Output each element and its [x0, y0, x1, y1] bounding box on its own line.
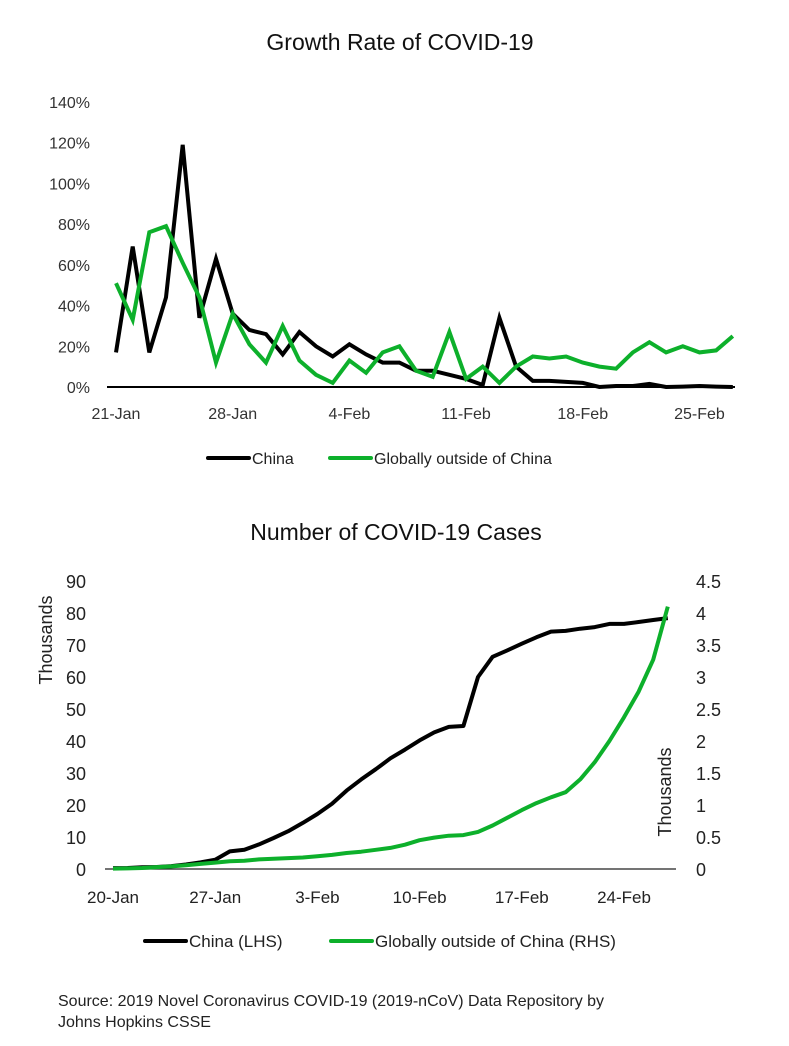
growth-y-tick-label: 80% — [58, 217, 90, 234]
cases-right-y-tick-label: 3 — [696, 668, 706, 688]
growth-y-tick-label: 140% — [49, 95, 90, 112]
cases-right-y-tick-label: 4.5 — [696, 572, 721, 592]
growth-legend: China Globally outside of China — [206, 451, 552, 468]
cases-right-y-tick-label: 0.5 — [696, 828, 721, 848]
growth-chart-title: Growth Rate of COVID-19 — [266, 29, 533, 55]
cases-right-y-axis-ticks: 0 0.5 1 1.5 2 2.5 3 3.5 4 4.5 — [696, 572, 721, 880]
cases-right-y-tick-label: 2 — [696, 732, 706, 752]
growth-y-tick-label: 20% — [58, 339, 90, 356]
growth-x-tick-label: 4-Feb — [328, 406, 370, 423]
cases-right-y-tick-label: 0 — [696, 860, 706, 880]
cases-right-y-tick-label: 4 — [696, 604, 706, 624]
cases-left-y-tick-label: 20 — [66, 796, 86, 816]
growth-x-axis-ticks: 21-Jan 28-Jan 4-Feb 11-Feb 18-Feb 25-Feb — [92, 406, 725, 423]
source-line-2: Johns Hopkins CSSE — [58, 1014, 211, 1031]
source-line-1: Source: 2019 Novel Coronavirus COVID-19 … — [58, 993, 605, 1010]
legend-label-global: Globally outside of China — [374, 451, 552, 468]
cases-x-tick-label: 17-Feb — [495, 888, 549, 907]
growth-y-axis-ticks: 0% 20% 40% 60% 80% 100% 120% 140% — [49, 95, 90, 397]
cases-x-tick-label: 3-Feb — [295, 888, 339, 907]
cases-right-y-tick-label: 2.5 — [696, 700, 721, 720]
growth-x-tick-label: 11-Feb — [441, 406, 491, 423]
cases-x-tick-label: 10-Feb — [393, 888, 447, 907]
growth-y-tick-label: 0% — [67, 380, 90, 397]
source-note: Source: 2019 Novel Coronavirus COVID-19 … — [58, 991, 758, 1033]
growth-series-lines — [114, 144, 735, 390]
cases-series-lines — [112, 606, 670, 871]
growth-y-tick-label: 100% — [49, 176, 90, 193]
cases-line-china — [112, 616, 669, 871]
cases-left-y-tick-label: 40 — [66, 732, 86, 752]
growth-x-tick-label: 28-Jan — [208, 406, 257, 423]
cases-line-global — [112, 606, 670, 871]
cases-right-y-tick-label: 1.5 — [696, 764, 721, 784]
cases-x-axis-ticks: 20-Jan 27-Jan 3-Feb 10-Feb 17-Feb 24-Feb — [87, 888, 651, 907]
cases-left-y-tick-label: 10 — [66, 828, 86, 848]
cases-x-tick-label: 20-Jan — [87, 888, 139, 907]
cases-left-y-tick-label: 50 — [66, 700, 86, 720]
growth-x-tick-label: 25-Feb — [674, 406, 725, 423]
charts-canvas: Growth Rate of COVID-19 0%20%40%60%80%10… — [36, 29, 735, 951]
legend-label-china: China — [252, 451, 294, 468]
cases-right-y-tick-label: 1 — [696, 796, 706, 816]
legend-label-global-rhs: Globally outside of China (RHS) — [375, 932, 616, 951]
cases-left-y-tick-label: 90 — [66, 572, 86, 592]
cases-right-axis-label: Thousands — [655, 747, 675, 836]
cases-legend: China (LHS) Globally outside of China (R… — [143, 932, 616, 951]
cases-chart-title: Number of COVID-19 Cases — [250, 519, 541, 545]
growth-y-tick-label: 40% — [58, 299, 90, 316]
growth-x-tick-label: 21-Jan — [92, 406, 141, 423]
cases-left-y-tick-label: 70 — [66, 636, 86, 656]
cases-left-y-tick-label: 30 — [66, 764, 86, 784]
growth-y-tick-label: 120% — [49, 136, 90, 153]
cases-right-y-tick-label: 3.5 — [696, 636, 721, 656]
growth-rate-chart: Growth Rate of COVID-19 0% 20% 40% 60% 80% 10… — [49, 29, 735, 468]
cases-chart: Number of COVID-19 Cases Thousands Thous… — [36, 519, 721, 951]
cases-left-y-tick-label: 60 — [66, 668, 86, 688]
cases-left-axis-label: Thousands — [36, 595, 56, 684]
growth-y-tick-label: 60% — [58, 258, 90, 275]
legend-label-china-lhs: China (LHS) — [189, 932, 283, 951]
cases-x-tick-label: 24-Feb — [597, 888, 651, 907]
cases-left-y-tick-label: 0 — [76, 860, 86, 880]
cases-left-y-axis-ticks: 0 10 20 30 40 50 60 70 80 90 — [66, 572, 86, 880]
cases-x-tick-label: 27-Jan — [189, 888, 241, 907]
growth-line-china — [114, 144, 733, 390]
growth-x-tick-label: 18-Feb — [557, 406, 608, 423]
cases-left-y-tick-label: 80 — [66, 604, 86, 624]
growth-line-global — [114, 223, 735, 386]
